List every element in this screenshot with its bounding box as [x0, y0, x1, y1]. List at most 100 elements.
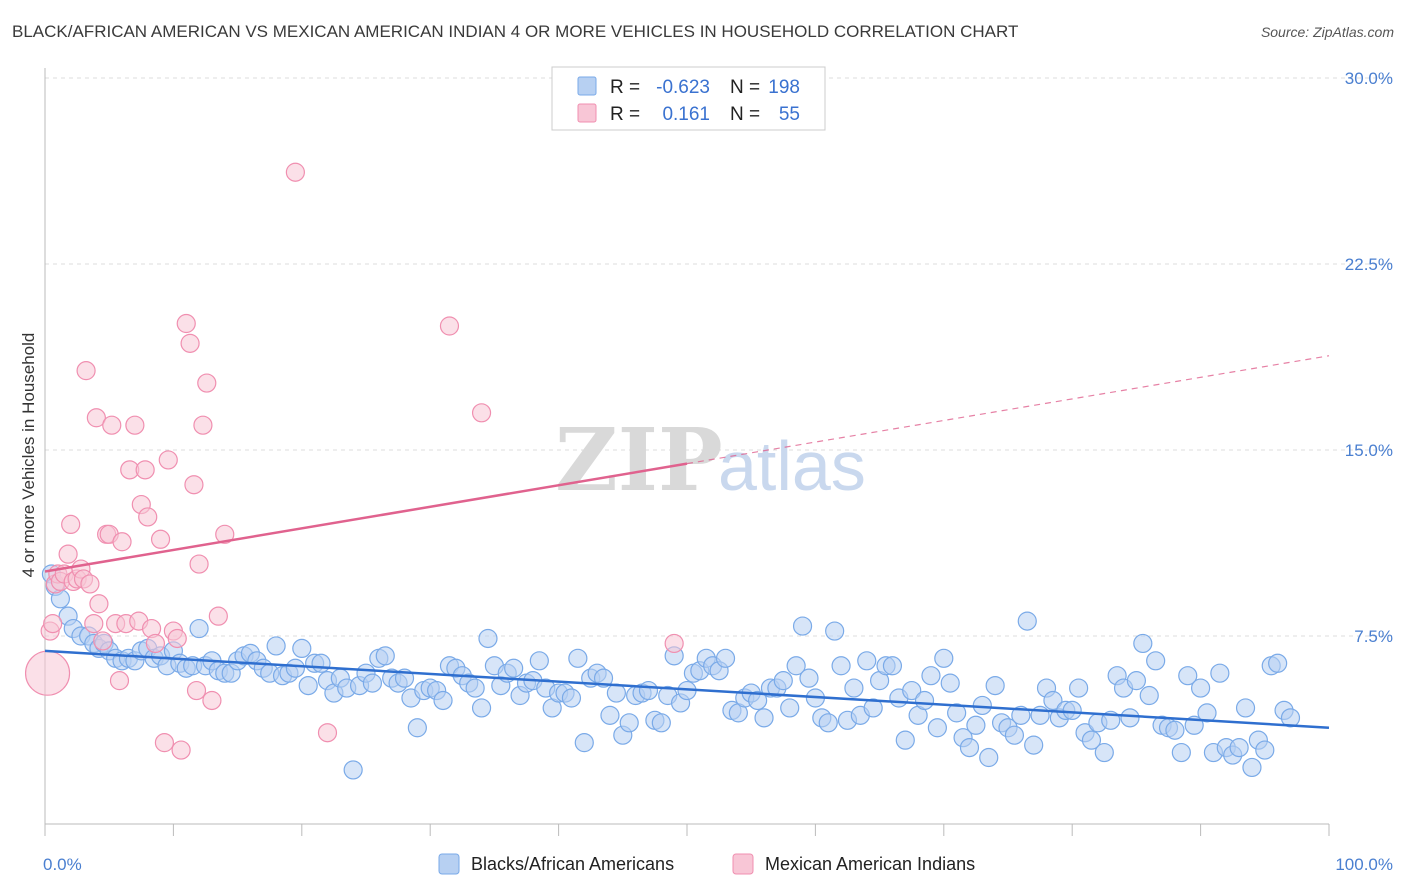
pink-data-point — [189, 554, 209, 574]
blue-data-point — [606, 683, 626, 703]
blue-data-point — [818, 713, 838, 733]
blue-data-point — [831, 656, 851, 676]
pink-data-point — [125, 415, 145, 435]
blue-data-point — [471, 698, 492, 718]
pink-trend-line — [44, 462, 688, 573]
blue-data-point — [882, 656, 903, 676]
blue-data-point — [792, 616, 813, 636]
bottom-legend-swatch-blue — [438, 853, 460, 875]
blue-data-point — [799, 668, 819, 688]
x-tick-label: 100.0% — [1335, 855, 1393, 874]
blue-data-point — [561, 688, 582, 708]
pink-data-point — [167, 628, 187, 649]
blue-trend-line — [44, 649, 1330, 730]
pink-data-point — [317, 723, 338, 743]
blue-data-point — [773, 671, 793, 691]
blue-data-point — [863, 698, 883, 718]
pink-data-point — [109, 671, 130, 691]
pink-data-point — [171, 740, 191, 760]
pink-trend-line-extension — [686, 355, 1330, 465]
bottom-legend-swatch-pink — [732, 853, 754, 875]
x-tick-label: 0.0% — [43, 855, 82, 874]
watermark-atlas: atlas — [718, 427, 866, 505]
blue-data-point — [895, 730, 915, 750]
blue-data-point — [1081, 730, 1102, 750]
blue-data-point — [921, 666, 941, 686]
pink-data-point — [180, 333, 200, 353]
blue-data-point — [311, 653, 331, 673]
blue-data-point — [857, 651, 877, 671]
pink-data-point — [664, 633, 684, 654]
bottom-legend-label: Blacks/African Americans — [471, 854, 674, 874]
legend-n-label: N = — [730, 77, 760, 98]
blue-data-point — [1210, 663, 1230, 683]
pink-data-point — [43, 613, 63, 634]
trend-lines — [44, 355, 1330, 730]
blue-data-point — [574, 733, 594, 753]
blue-data-point — [985, 675, 1005, 696]
blue-data-point — [1190, 678, 1211, 698]
blue-data-point — [266, 636, 286, 656]
blue-data-point — [343, 760, 363, 780]
legend-swatch-pink — [577, 103, 597, 123]
pink-data-point — [84, 613, 104, 634]
blue-data-point — [754, 708, 774, 728]
blue-data-point — [902, 680, 922, 701]
blue-data-point — [966, 715, 986, 735]
blue-data-point — [292, 638, 312, 659]
blue-data-point — [934, 648, 954, 668]
blue-data-point — [1126, 671, 1147, 691]
blue-data-point — [529, 651, 549, 671]
blue-data-point — [780, 698, 800, 718]
blue-data-point — [940, 673, 960, 693]
pink-data-point — [439, 316, 460, 336]
blue-data-point — [600, 705, 620, 725]
blue-data-point — [979, 747, 999, 768]
pink-data-point — [112, 532, 132, 552]
blue-data-point — [914, 690, 935, 711]
pink-data-point — [102, 415, 122, 435]
blue-data-point — [959, 737, 980, 758]
blue-data-point — [786, 656, 806, 676]
blue-data-point — [715, 648, 736, 668]
blue-data-point — [748, 690, 768, 711]
blue-data-point — [1133, 633, 1153, 654]
blue-data-point — [189, 618, 209, 639]
blue-data-point — [927, 718, 947, 738]
blue-data-point — [465, 678, 485, 698]
y-tick-label: 7.5% — [1354, 627, 1393, 646]
pink-data-point — [61, 514, 81, 535]
y-tick-label: 22.5% — [1345, 255, 1393, 274]
blue-data-point — [1004, 725, 1025, 745]
y-tick-labels: 7.5% 15.0% 22.5% 30.0% — [1345, 69, 1393, 646]
pink-data-point — [208, 606, 228, 626]
legend-r-label: R = — [610, 77, 640, 98]
legend-r-value: 0.161 — [662, 104, 710, 125]
legend-swatch-blue — [577, 76, 597, 96]
pink-data-point — [285, 162, 305, 182]
blue-data-point — [1178, 666, 1198, 686]
source-label: Source: ZipAtlas.com — [1260, 24, 1394, 40]
blue-data-point — [1011, 705, 1031, 725]
y-tick-label: 15.0% — [1345, 441, 1393, 460]
blue-data-point — [1062, 700, 1082, 721]
legend-r-label: R = — [610, 104, 640, 125]
pink-data-point — [76, 361, 96, 381]
blue-data-point — [1024, 735, 1044, 755]
blue-data-point — [1268, 653, 1288, 673]
pink-data-point — [154, 733, 175, 753]
blue-data-point — [504, 658, 524, 678]
pink-data-point — [58, 544, 78, 564]
blue-data-point — [1242, 757, 1262, 778]
pink-data-point — [80, 574, 100, 594]
pink-data-point — [86, 408, 106, 428]
blue-data-point — [1139, 685, 1159, 706]
blue-data-point — [375, 646, 395, 666]
blue-data-point — [298, 675, 318, 696]
pink-data-point — [202, 690, 222, 711]
blue-data-point — [638, 680, 659, 701]
x-tick-labels: 0.0% 100.0% — [43, 855, 1393, 874]
pink-data-point — [24, 650, 71, 696]
blue-data-point — [619, 713, 639, 733]
